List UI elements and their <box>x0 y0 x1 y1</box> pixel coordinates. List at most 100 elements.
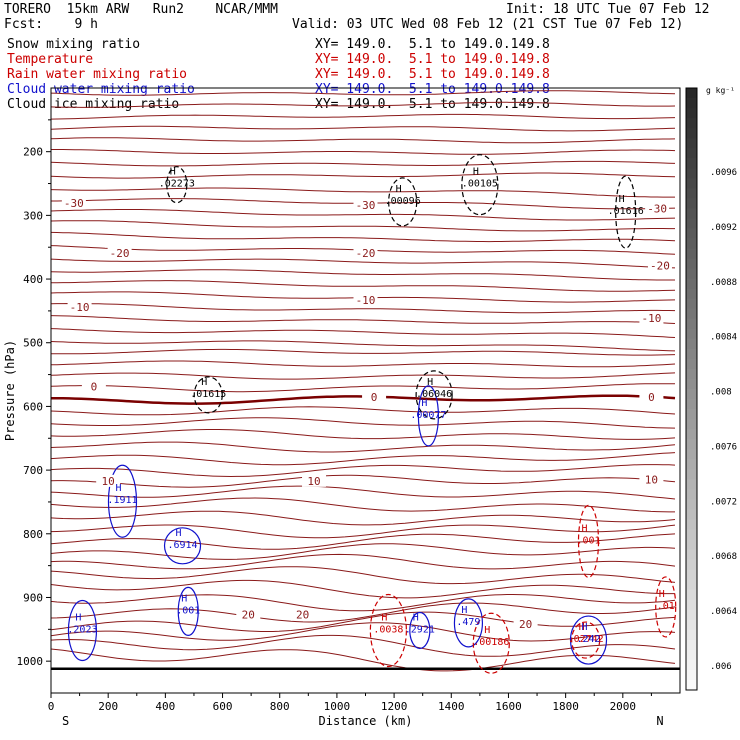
moisture-contour <box>615 175 637 249</box>
colorbar-swatch <box>686 158 697 169</box>
x-tick-label: 1400 <box>438 700 465 713</box>
colorbar-swatch <box>686 288 697 300</box>
isotherm-line <box>50 611 676 632</box>
colorbar-swatch <box>686 218 697 229</box>
isotherm-label: -30 <box>356 199 376 212</box>
isotherm-label-bg <box>61 197 86 210</box>
isotherm-label: 20 <box>519 618 532 631</box>
moisture-contour <box>461 154 499 216</box>
colorbar-swatch <box>686 629 697 641</box>
isotherm-line <box>50 464 676 478</box>
header-fcst: Fcst: 9 h <box>4 17 98 32</box>
maximum-marker: H <box>484 625 490 636</box>
colorbar-label: .0092 <box>710 223 737 233</box>
field-xy-temperature: XY= 149.0. 5.1 to 149.0.149.8 <box>315 52 550 67</box>
field-label-snow: Snow mixing ratio <box>7 37 141 52</box>
moisture-contour <box>571 621 601 659</box>
colorbar-swatch <box>686 569 697 581</box>
colorbar-swatch <box>686 479 697 490</box>
moisture-contour <box>67 599 98 662</box>
y-tick-label: 900 <box>23 591 43 604</box>
maximum-value: .01616 <box>608 206 644 217</box>
isotherm-label-bg <box>96 474 121 487</box>
x-tick-label: 2000 <box>610 700 637 713</box>
colorbar-swatch <box>686 328 697 340</box>
colorbar-swatch <box>686 298 697 310</box>
y-tick-label: 600 <box>23 400 43 413</box>
isotherm-line <box>50 553 676 570</box>
moisture-contour <box>569 615 608 665</box>
colorbar-swatch <box>686 429 697 440</box>
colorbar-swatch <box>686 499 697 510</box>
isotherm-label-bg <box>645 202 670 215</box>
colorbar-swatch <box>686 669 697 681</box>
isotherm-label: 0 <box>91 381 98 394</box>
isotherm-label: -20 <box>356 247 376 260</box>
header-title-left: TORERO 15km ARW Run2 NCAR/MMM <box>4 2 278 17</box>
colorbar-swatch <box>686 649 697 661</box>
maximum-marker: H <box>170 167 176 178</box>
colorbar-swatch <box>686 599 697 611</box>
colorbar-swatch <box>686 509 697 520</box>
field-label-cloud-ice: Cloud ice mixing ratio <box>7 97 180 112</box>
maximum-marker: H <box>659 589 665 600</box>
isotherm-line <box>50 187 675 198</box>
isotherm-line <box>50 452 676 466</box>
maximum-marker: H <box>619 194 625 205</box>
colorbar-swatch <box>686 639 697 651</box>
colorbar-swatch <box>686 519 697 530</box>
maximum-marker: H <box>581 622 587 633</box>
axes: 0 200 400 600 800 1000 1200 1400 1600 1800 2000200… <box>3 87 681 728</box>
colorbar-swatch <box>686 368 697 380</box>
maximum-value: .2023 <box>67 625 97 636</box>
colorbar-swatch <box>686 559 697 571</box>
colorbar-swatch <box>686 449 697 460</box>
isotherm-label-bg <box>647 259 672 272</box>
colorbar-swatch <box>686 208 697 219</box>
colorbar-swatch <box>686 308 697 320</box>
maximum-value: .00105 <box>462 179 498 190</box>
colorbar-swatch <box>686 148 697 159</box>
isotherm-label-bg <box>353 199 378 212</box>
colorbar-swatch <box>686 118 697 129</box>
colorbar-unit: g kg⁻¹ <box>706 86 735 95</box>
colorbar-swatch <box>686 389 697 400</box>
isotherm-line <box>50 594 676 612</box>
isotherm-line <box>50 524 676 539</box>
colorbar-swatch <box>686 589 697 601</box>
maximum-value: .02273 <box>159 179 195 190</box>
isotherm-label-bg <box>81 380 106 393</box>
colorbar-swatch <box>686 459 697 470</box>
isotherm-label-bg <box>639 473 664 486</box>
maximum-value: .06046 <box>416 389 452 400</box>
x-tick-label: 200 <box>98 700 118 713</box>
moisture-contour <box>107 464 138 538</box>
maximum-value: .01 <box>657 601 675 612</box>
isotherm-line <box>50 497 675 513</box>
isotherm-lines <box>50 90 680 672</box>
y-axis-label: Pressure (hPa) <box>3 340 17 441</box>
colorbar-swatch <box>686 88 697 99</box>
colorbar-swatch <box>686 278 697 290</box>
x-tick-label: 1200 <box>381 700 408 713</box>
moisture-contour <box>166 166 188 204</box>
isotherm-line <box>50 137 676 144</box>
colorbar-swatch <box>686 178 697 189</box>
colorbar-swatch <box>686 348 697 360</box>
isotherm-line <box>50 231 676 243</box>
y-tick-label: 400 <box>23 273 43 286</box>
isotherm-label: -30 <box>64 197 84 210</box>
maximum-marker: H <box>176 528 182 539</box>
isotherm-label-bg <box>353 293 378 306</box>
colorbar-swatch <box>686 489 697 500</box>
moisture-contour <box>417 385 439 447</box>
colorbar-label: .006 <box>710 662 732 672</box>
colorbar-swatch <box>686 258 697 270</box>
maximum-value: .001 <box>176 605 200 616</box>
maximum-marker: H <box>413 613 419 624</box>
colorbar-swatch <box>686 138 697 149</box>
y-tick-label: 800 <box>23 528 43 541</box>
maximum-value: .0038 <box>373 625 403 636</box>
x-tick-label: 0 <box>48 700 55 713</box>
field-xy-snow: XY= 149.0. 5.1 to 149.0.149.8 <box>315 37 550 52</box>
